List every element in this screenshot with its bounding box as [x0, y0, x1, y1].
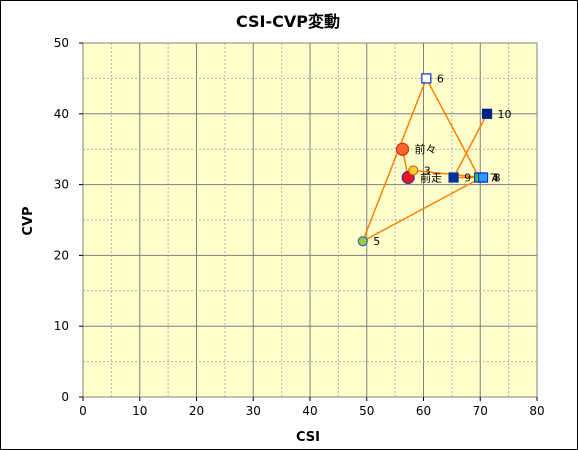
x-tick-label: 70 [473, 404, 488, 418]
data-point-label: 6 [437, 72, 444, 85]
x-tick-label: 60 [416, 404, 431, 418]
data-point-label: 4 [492, 172, 499, 185]
y-tick-label: 40 [54, 107, 69, 121]
data-point-label: 10 [498, 108, 512, 121]
data-point-label: 8 [494, 172, 501, 185]
y-tick-label: 50 [54, 36, 69, 50]
data-point-label: 前々 [415, 142, 437, 156]
data-point-marker [357, 236, 368, 247]
x-tick-label: 30 [246, 404, 261, 418]
y-tick-label: 30 [54, 178, 69, 192]
x-tick-label: 10 [132, 404, 147, 418]
data-point-label: 前走 [420, 171, 442, 185]
x-tick-label: 20 [189, 404, 204, 418]
data-point-marker [481, 108, 493, 119]
data-point-marker [421, 73, 432, 84]
data-point-marker [408, 165, 419, 176]
x-tick-label: 0 [79, 404, 87, 418]
data-point-label: 5 [373, 235, 380, 248]
data-point-marker [477, 172, 489, 183]
data-point-label: 3 [424, 164, 431, 177]
y-tick-label: 10 [54, 319, 69, 333]
data-point-label: 9 [464, 172, 471, 185]
y-axis-label: CVP [21, 206, 36, 235]
y-tick-label: 0 [61, 390, 69, 404]
x-tick-label: 40 [302, 404, 317, 418]
x-tick-label: 80 [529, 404, 544, 418]
x-tick-label: 50 [359, 404, 374, 418]
y-tick-label: 20 [54, 248, 69, 262]
chart-title: CSI-CVP変動 [235, 12, 340, 31]
data-point-marker [395, 142, 410, 156]
data-point-label: 7 [490, 172, 497, 185]
data-point-marker [448, 172, 459, 183]
x-axis-label: CSI [296, 430, 320, 445]
